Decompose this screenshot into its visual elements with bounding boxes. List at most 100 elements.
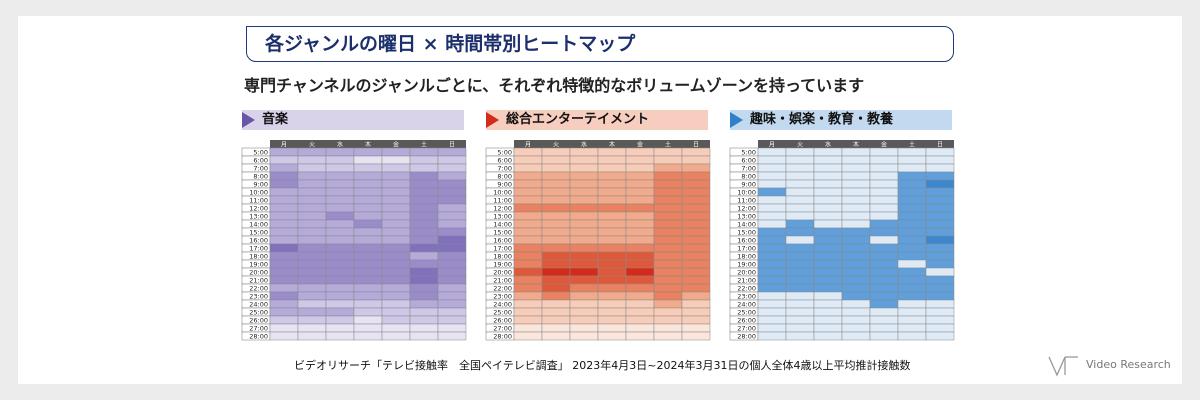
heatmap-cell: [869, 243, 899, 253]
heatmap-cell: [785, 331, 815, 341]
hour-label: 9:00: [497, 181, 512, 189]
heatmap-cell: [841, 307, 871, 317]
heatmap-cell: [325, 275, 355, 285]
heatmap-cell: [409, 251, 439, 261]
hour-label: 27:00: [249, 325, 268, 333]
heatmap-cell: [381, 171, 411, 181]
heatmap-cell: [653, 259, 683, 269]
heatmap-cell: [597, 259, 627, 269]
heatmap-cell: [813, 147, 843, 157]
heatmap-cell: [541, 307, 571, 317]
heatmap-cell: [925, 219, 955, 229]
heatmap-cell: [381, 219, 411, 229]
heatmap-cell: [625, 259, 655, 269]
hour-label: 16:00: [737, 237, 756, 245]
heatmap-cell: [925, 259, 955, 269]
heatmap-cell: [925, 179, 955, 189]
heatmap-cell: [597, 203, 627, 213]
heatmap-cell: [757, 243, 787, 253]
heatmap-cell: [897, 323, 927, 333]
heatmap-cell: [513, 195, 543, 205]
heatmap-cell: [841, 275, 871, 285]
heatmap-cell: [925, 227, 955, 237]
heatmap-cell: [897, 171, 927, 181]
heatmap-cell: [813, 211, 843, 221]
heatmap-cell: [437, 211, 467, 221]
heatmap-cell: [681, 323, 711, 333]
hour-label: 17:00: [249, 245, 268, 253]
heatmap-cell: [813, 307, 843, 317]
heatmap-cell: [841, 235, 871, 245]
heatmap-cell: [653, 275, 683, 285]
heatmap-cell: [681, 275, 711, 285]
heatmap-cell: [897, 211, 927, 221]
heatmap-cell: [653, 291, 683, 301]
heatmap-cell: [813, 283, 843, 293]
heatmap-cell: [597, 155, 627, 165]
heatmap-cell: [897, 251, 927, 261]
heatmap-cell: [513, 171, 543, 181]
heatmap-cell: [869, 187, 899, 197]
hour-label: 23:00: [493, 293, 512, 301]
heatmap-cell: [625, 227, 655, 237]
heatmap-cell: [925, 275, 955, 285]
heatmap-cell: [513, 323, 543, 333]
heatmap-cell: [681, 259, 711, 269]
heatmap-cell: [325, 179, 355, 189]
heatmap-cell: [353, 299, 383, 309]
heatmap-cell: [297, 315, 327, 325]
heatmap-cell: [925, 163, 955, 173]
triangle-marker-icon: [242, 112, 255, 128]
heatmap-cell: [757, 227, 787, 237]
heatmap-cell: [569, 323, 599, 333]
hour-label: 21:00: [737, 277, 756, 285]
heatmap-cell: [681, 195, 711, 205]
heatmap-cell: [869, 227, 899, 237]
heatmap-cell: [841, 227, 871, 237]
heatmap-cell: [513, 147, 543, 157]
heatmap-cell: [925, 315, 955, 325]
heatmap-cell: [269, 203, 299, 213]
heatmap-cell: [925, 323, 955, 333]
hour-label: 28:00: [493, 333, 512, 341]
heatmap-cell: [409, 203, 439, 213]
heatmap-cell: [297, 243, 327, 253]
heatmap-cell: [813, 259, 843, 269]
day-label: 水: [337, 141, 343, 149]
heatmap-cell: [513, 155, 543, 165]
heatmap-cell: [541, 259, 571, 269]
heatmaps-svg: 月火水木金土日5:006:007:008:009:0010:0011:0012:…: [241, 140, 955, 341]
hour-label: 16:00: [493, 237, 512, 245]
hour-label: 20:00: [737, 269, 756, 277]
heatmap-cell: [925, 243, 955, 253]
heatmap-cell: [381, 283, 411, 293]
heatmap-cell: [869, 203, 899, 213]
heatmap-cell: [409, 163, 439, 173]
heatmap-cell: [437, 163, 467, 173]
hour-label: 10:00: [249, 189, 268, 197]
heatmap-cell: [541, 275, 571, 285]
heatmap-cell: [897, 275, 927, 285]
heatmap-cell: [409, 171, 439, 181]
heatmap-cell: [353, 243, 383, 253]
video-research-logo: Video Research: [1048, 354, 1178, 378]
page-title: 各ジャンルの曜日 × 時間帯別ヒートマップ: [265, 33, 636, 55]
heatmap-cell: [381, 323, 411, 333]
heatmap-cell: [625, 275, 655, 285]
heatmap-cell: [897, 187, 927, 197]
heatmap-cell: [681, 219, 711, 229]
heatmap-cell: [625, 219, 655, 229]
heatmap-cell: [297, 267, 327, 277]
heatmap-cell: [513, 235, 543, 245]
heatmap-cell: [785, 251, 815, 261]
heatmap-cell: [757, 195, 787, 205]
heatmap-cell: [569, 147, 599, 157]
heatmap-cell: [785, 275, 815, 285]
heatmap-cell: [841, 299, 871, 309]
heatmap-cell: [869, 275, 899, 285]
heatmap-cell: [757, 331, 787, 341]
heatmap-cell: [269, 235, 299, 245]
heatmap-cell: [625, 187, 655, 197]
heatmap-cell: [653, 299, 683, 309]
hour-label: 8:00: [497, 173, 512, 181]
